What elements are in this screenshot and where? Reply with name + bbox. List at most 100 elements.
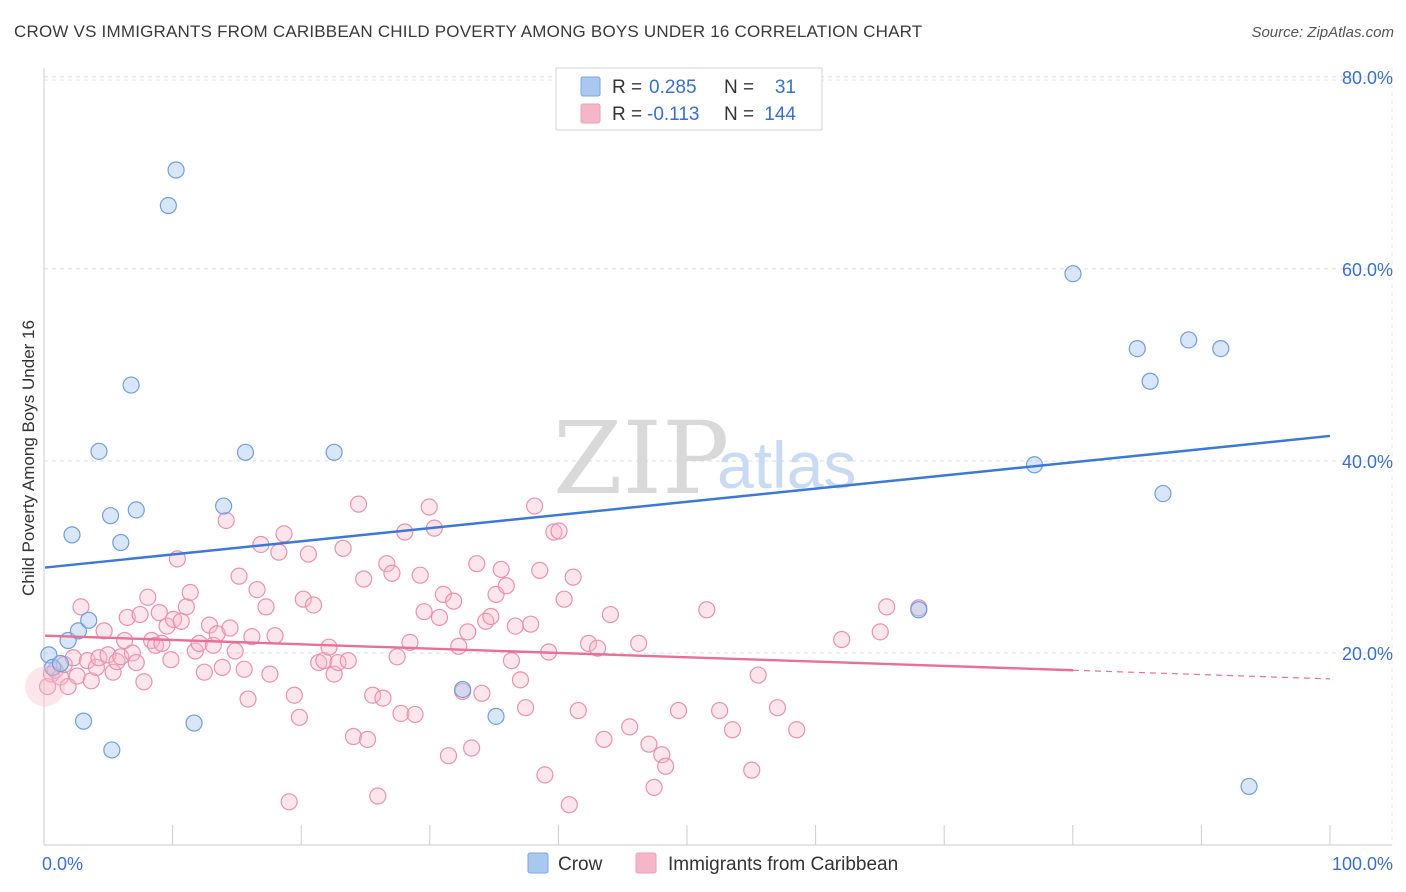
caribbean-point (299, 545, 318, 563)
caribbean-point (669, 701, 688, 720)
caribbean-point (369, 787, 387, 805)
legend-r-label-crow: R = (612, 77, 642, 98)
caribbean-point (601, 605, 620, 624)
caribbean-point (334, 539, 352, 557)
series-legend-swatch-caribbean (635, 852, 657, 874)
y-tick-label: 60.0% (1342, 260, 1393, 280)
caribbean-point (226, 642, 244, 660)
source-label: Source: ZipAtlas.com (1251, 24, 1394, 41)
caribbean-point (131, 605, 149, 624)
caribbean-point (871, 623, 889, 641)
x-tick-label-max: 100.0% (1332, 854, 1393, 874)
crow-point (74, 712, 93, 730)
crow-point (1154, 484, 1172, 503)
caribbean-point (344, 727, 362, 746)
caribbean-point (181, 583, 199, 602)
caribbean-point (545, 523, 563, 541)
caribbean-point (463, 739, 481, 757)
caribbean-point (522, 615, 540, 633)
crow-point (1064, 265, 1082, 283)
caribbean-point (698, 601, 716, 619)
crow-point (44, 658, 62, 676)
crow-point (454, 680, 472, 699)
caribbean-point (621, 718, 639, 736)
chart-title: CROW VS IMMIGRANTS FROM CARIBBEAN CHILD … (14, 22, 923, 41)
crow-point (1180, 331, 1198, 349)
watermark-zip: ZIP (553, 400, 729, 517)
caribbean-point (588, 639, 607, 657)
caribbean-point (213, 658, 231, 676)
crow-point (51, 654, 70, 673)
caribbean-point (339, 652, 357, 670)
caribbean-point (87, 658, 106, 676)
caribbean-point (878, 598, 896, 616)
caribbean-point (401, 633, 419, 652)
crow-point (127, 501, 145, 519)
watermark-atlas: atlas (717, 428, 856, 502)
crow-trend-line (44, 434, 1331, 569)
caribbean-trend-line (44, 634, 1074, 672)
legend-r-value-crow: 0.285 (649, 77, 697, 98)
caribbean-point (502, 652, 521, 670)
caribbean-point (123, 644, 141, 662)
caribbean-point (304, 596, 323, 614)
caribbean-point (358, 730, 377, 748)
caribbean-point (516, 699, 535, 717)
crow-point (1212, 340, 1230, 358)
caribbean-point (388, 648, 406, 666)
caribbean-point (482, 607, 500, 626)
caribbean-point (420, 498, 438, 516)
legend-n-value-crow: 31 (775, 77, 796, 98)
caribbean-point (72, 598, 90, 616)
caribbean-point (477, 612, 495, 630)
caribbean-point (492, 560, 510, 579)
caribbean-point (294, 590, 312, 608)
caribbean-point (788, 721, 806, 739)
caribbean-point (411, 566, 429, 584)
caribbean-point (459, 623, 477, 641)
legend-n-value-caribbean: 144 (764, 104, 796, 125)
caribbean-point (349, 495, 368, 513)
caribbean-point (473, 684, 491, 702)
caribbean-point (657, 757, 675, 775)
caribbean-point (640, 735, 658, 753)
caribbean-point (190, 634, 208, 652)
caribbean-point (506, 617, 524, 635)
caribbean-point (711, 701, 729, 720)
crow-point (325, 443, 343, 461)
caribbean-point (468, 555, 486, 573)
caribbean-point (290, 708, 309, 726)
caribbean-point (497, 577, 515, 595)
caribbean-point (230, 567, 248, 585)
x-tick-labels: 0.0% 100.0% (42, 854, 1393, 874)
axes (43, 68, 1392, 846)
caribbean-point (275, 525, 293, 543)
caribbean-point (118, 608, 136, 627)
legend-swatch-caribbean (580, 103, 601, 124)
legend-n-label-crow: N = (724, 77, 754, 98)
caribbean-point (434, 585, 452, 603)
legend-r-value-caribbean: -0.113 (647, 104, 699, 125)
caribbean-point (329, 653, 347, 672)
series-legend: Crow Immigrants from Caribbean (527, 852, 898, 875)
caribbean-point (749, 666, 767, 684)
legend-swatch-crow (580, 76, 601, 97)
caribbean-point (266, 627, 284, 645)
caribbean-point (153, 634, 171, 652)
data-points (25, 161, 1258, 814)
crow-point (215, 497, 233, 515)
crow-point (90, 442, 108, 460)
caribbean-point (261, 665, 279, 683)
caribbean-point (430, 608, 449, 627)
caribbean-point (257, 598, 275, 616)
crow-point (185, 714, 203, 732)
grid-lines (44, 68, 1393, 845)
caribbean-point (550, 522, 568, 540)
caribbean-point (270, 543, 288, 561)
caribbean-point (104, 663, 122, 681)
crow-point (487, 707, 505, 725)
y-tick-label: 20.0% (1342, 644, 1393, 664)
caribbean-point (743, 761, 761, 779)
caribbean-point (560, 796, 578, 814)
crow-point (159, 196, 177, 215)
